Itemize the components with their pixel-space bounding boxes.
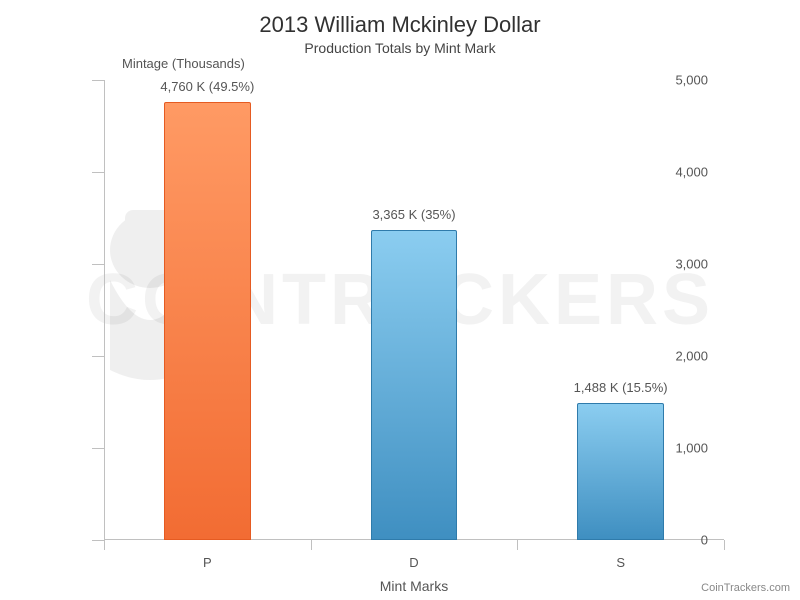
y-tick-label: 4,000 xyxy=(675,165,708,180)
x-tick xyxy=(311,540,312,550)
y-tick xyxy=(92,448,104,449)
chart-subtitle: Production Totals by Mint Mark xyxy=(0,40,800,56)
x-tick-label: D xyxy=(409,555,418,570)
y-tick-label: 1,000 xyxy=(675,441,708,456)
bar-S[interactable] xyxy=(577,403,664,540)
chart-title: 2013 William Mckinley Dollar xyxy=(0,0,800,38)
bar-label-P: 4,760 K (49.5%) xyxy=(160,79,254,94)
bar-label-D: 3,365 K (35%) xyxy=(372,207,455,222)
y-tick xyxy=(92,80,104,81)
x-tick-label: P xyxy=(203,555,212,570)
y-axis-line xyxy=(104,80,105,540)
y-tick-label: 2,000 xyxy=(675,349,708,364)
x-tick xyxy=(517,540,518,550)
y-tick xyxy=(92,540,104,541)
y-tick xyxy=(92,264,104,265)
x-tick xyxy=(724,540,725,550)
bar-D[interactable] xyxy=(371,230,458,540)
chart-container: COINTRACKERS 2013 William Mckinley Dolla… xyxy=(0,0,800,600)
y-tick-label: 3,000 xyxy=(675,257,708,272)
y-tick-label: 0 xyxy=(701,533,708,548)
y-tick xyxy=(92,356,104,357)
y-axis-title: Mintage (Thousands) xyxy=(122,56,245,71)
x-tick-label: S xyxy=(616,555,625,570)
x-tick xyxy=(104,540,105,550)
x-axis-title: Mint Marks xyxy=(380,578,448,594)
y-tick xyxy=(92,172,104,173)
bar-P[interactable] xyxy=(164,102,251,540)
credit-text: CoinTrackers.com xyxy=(701,582,790,594)
y-tick-label: 5,000 xyxy=(675,73,708,88)
bar-label-S: 1,488 K (15.5%) xyxy=(574,380,668,395)
plot-area: Mintage (Thousands) 01,0002,0003,0004,00… xyxy=(104,80,724,540)
